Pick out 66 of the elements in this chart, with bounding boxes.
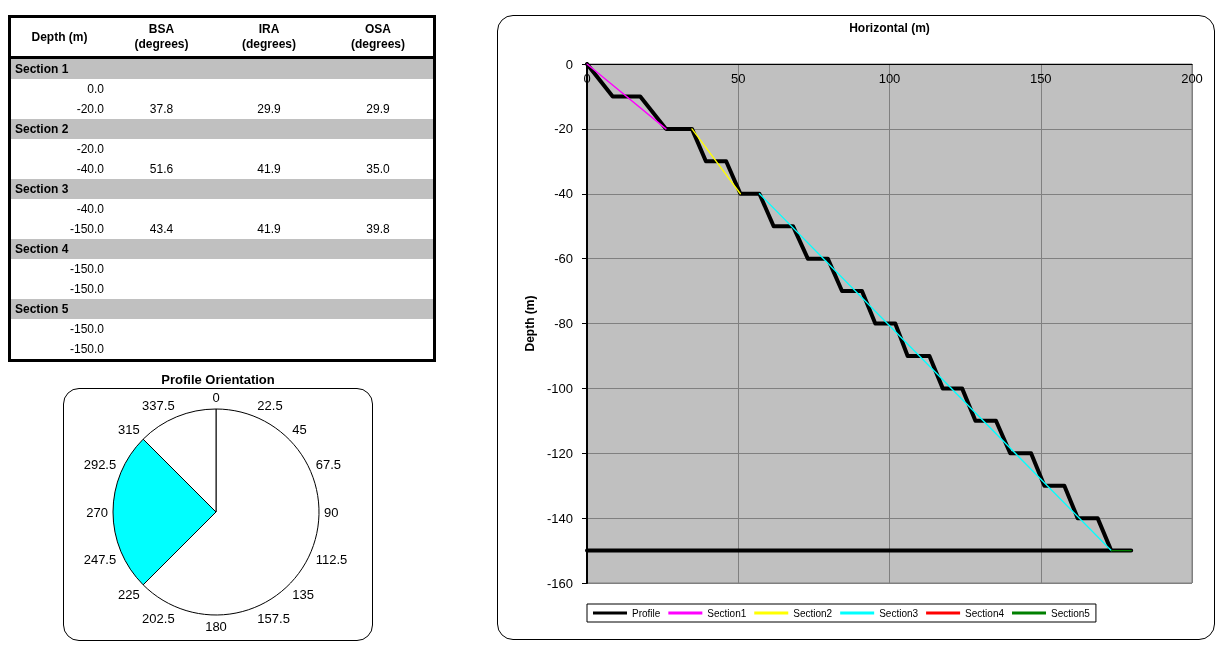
x-axis-title: Horizontal (m): [849, 21, 930, 35]
text: 51.6: [149, 162, 174, 176]
category-label: IRA (degrees): [241, 22, 297, 52]
y-tick-label: -140: [546, 510, 573, 526]
text: 37.8: [149, 102, 174, 116]
text: 225: [117, 587, 140, 603]
text: 90: [324, 504, 339, 520]
category-label: BSA (degrees): [134, 22, 189, 52]
y-tick-label: -160: [546, 575, 573, 591]
text: 247.5: [83, 552, 117, 568]
x-tick-label: 100: [878, 71, 901, 86]
category-label: -150.0: [69, 322, 104, 336]
y-axis-title: Depth (m): [523, 295, 538, 352]
category-label: -150.0: [69, 282, 104, 296]
x-tick-label: 150: [1029, 71, 1052, 86]
legend-label: Section1: [707, 607, 747, 619]
category-label: Depth (m): [31, 29, 88, 44]
text: 45: [292, 421, 307, 437]
text: 157.5: [257, 610, 290, 626]
category-label: Section 1: [15, 62, 69, 76]
text: 135: [292, 587, 315, 603]
y-tick-label: -40: [554, 186, 573, 202]
category-label: -150.0: [69, 262, 104, 276]
text: 67.5: [315, 456, 342, 472]
legend-label: Section2: [793, 607, 833, 619]
y-tick-label: -80: [554, 316, 573, 331]
legend-label: Profile: [632, 607, 661, 619]
text: 35.0: [366, 162, 390, 176]
text: 43.4: [149, 222, 174, 236]
text: 41.9: [257, 222, 281, 236]
text: 29.9: [366, 102, 390, 116]
text: 180: [205, 619, 227, 634]
legend-label: Section4: [965, 607, 1005, 619]
category-label: -20.0: [76, 102, 104, 116]
x-tick-label: 50: [731, 71, 746, 86]
text: 22.5: [257, 398, 283, 414]
category-label: Section 4: [15, 242, 69, 256]
category-label: -40.0: [76, 202, 104, 216]
legend-label: Section3: [879, 607, 919, 619]
y-tick-label: -20: [554, 121, 573, 137]
text: 270: [86, 504, 108, 520]
text: 39.8: [366, 222, 390, 236]
category-label: -150.0: [69, 342, 104, 356]
category-label: Section 3: [15, 182, 69, 196]
text: 337.5: [142, 398, 175, 414]
text: 315: [117, 421, 140, 437]
legend-label: Section5: [1051, 607, 1091, 619]
text: 41.9: [257, 162, 281, 176]
text: 0: [212, 390, 220, 405]
y-tick-label: -120: [546, 445, 573, 461]
y-tick-label: 0: [565, 56, 573, 72]
chart-title: Profile Orientation: [161, 372, 275, 387]
category-label: 0.0: [87, 82, 104, 96]
y-tick-label: -100: [546, 380, 573, 396]
category-label: -150.0: [69, 222, 104, 236]
x-tick-label: 200: [1181, 71, 1203, 86]
category-label: -40.0: [76, 162, 104, 176]
y-tick-label: -60: [554, 251, 573, 267]
category-label: Section 2: [15, 122, 69, 136]
category-label: OSA (degrees): [350, 22, 406, 52]
text: 202.5: [142, 610, 175, 626]
category-label: Section 5: [15, 302, 69, 316]
text: 29.9: [257, 102, 281, 116]
text: 112.5: [315, 552, 348, 568]
text: 292.5: [83, 456, 117, 472]
category-label: -20.0: [76, 142, 104, 156]
